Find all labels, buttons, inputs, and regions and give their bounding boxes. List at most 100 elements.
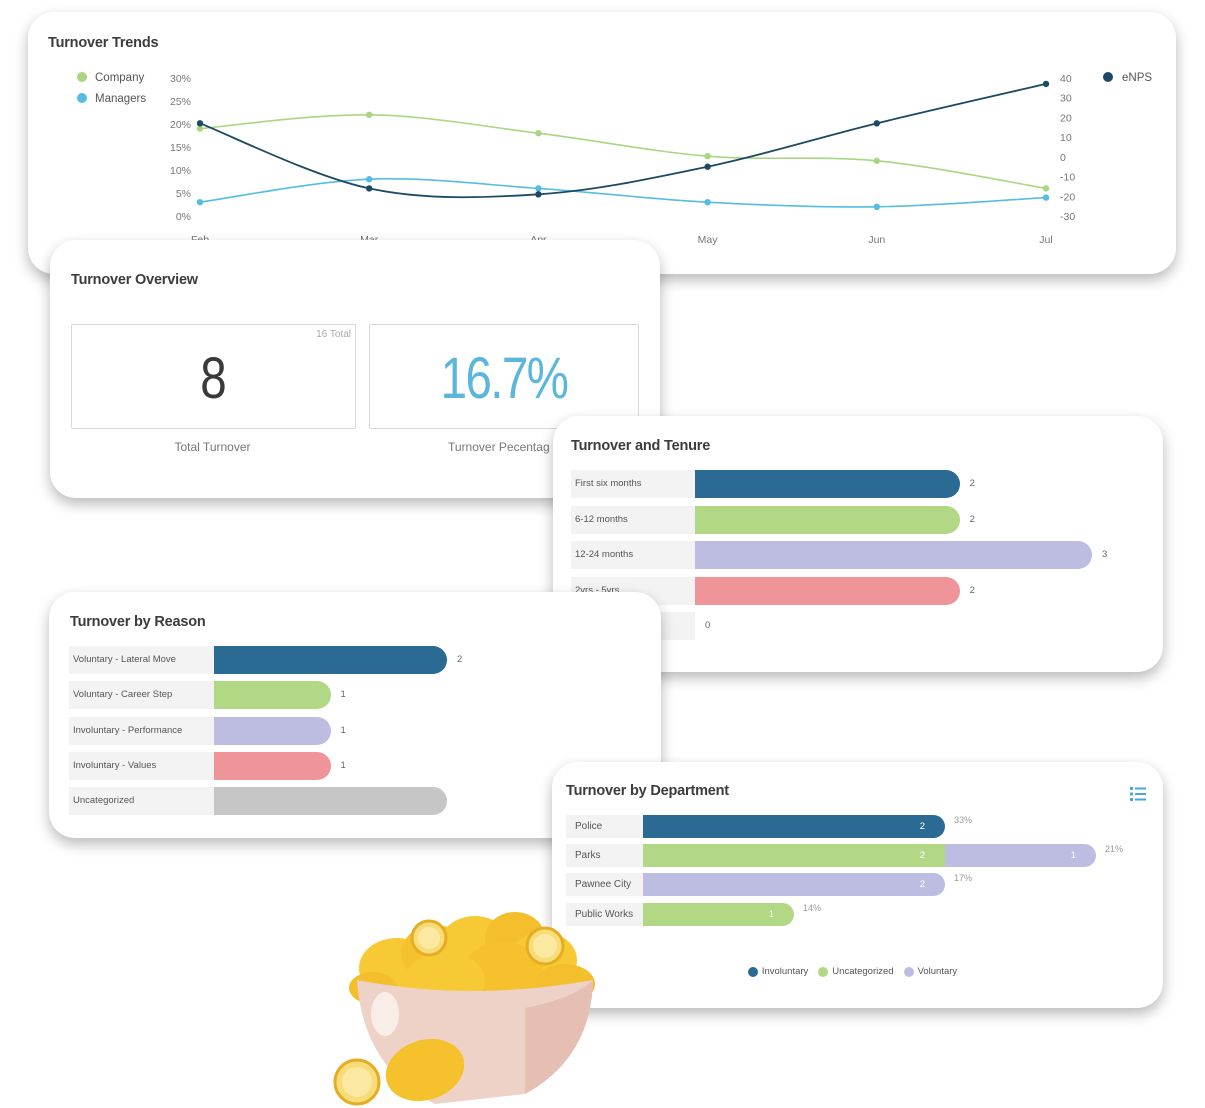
reason-bar[interactable] (214, 751, 331, 780)
tenure-bar-value: 3 (1102, 549, 1108, 560)
tenure-bar[interactable] (695, 541, 1092, 569)
department-segment-value: 2 (919, 850, 925, 862)
department-percent-label: 21% (1105, 844, 1124, 855)
department-row-label: Public Works (566, 902, 643, 926)
department-row-label: Police (566, 815, 643, 838)
y-right-tick-label: 0 (1060, 152, 1066, 164)
reason-row-label: Involuntary - Performance (69, 716, 214, 745)
lemon-bowl-illustration (333, 912, 595, 1106)
legend-enps-swatch (1103, 72, 1113, 82)
turnover-percentage-label: Turnover Pecentag (448, 440, 550, 454)
y-left-tick-label: 15% (170, 142, 191, 154)
y-right-tick-label: 30 (1060, 93, 1072, 105)
legend-label: Voluntary (917, 966, 958, 977)
data-point-company[interactable] (535, 130, 542, 137)
department-bar-segment-voluntary[interactable]: 1 (945, 844, 1096, 868)
reason-bar-value: 1 (340, 689, 346, 701)
data-point-enps[interactable] (196, 120, 204, 127)
data-point-enps[interactable] (535, 191, 542, 198)
legend-item-voluntary[interactable]: Voluntary (903, 966, 958, 977)
turnover-department-card: Turnover by Department Police 2 33% Parks 2 1… (552, 762, 1163, 1008)
y-left-tick-label: 10% (170, 165, 191, 177)
y-left-tick-label: 20% (170, 119, 191, 131)
list-icon[interactable] (1128, 784, 1148, 804)
turnover-trends-chart: Company Managers eNPS 30% 25% 20% 15% 10% 5% 0… (77, 72, 1152, 246)
total-turnover-value: 8 (200, 346, 227, 411)
legend-label: Uncategorized (832, 966, 894, 977)
department-bar-segment-uncategorized[interactable]: 1 (643, 902, 794, 926)
data-point-managers[interactable] (704, 199, 711, 206)
department-percent-label: 33% (954, 815, 973, 825)
tenure-bar[interactable] (695, 576, 960, 605)
total-count-note: 16 Total (316, 329, 351, 340)
data-point-managers[interactable] (196, 199, 204, 206)
data-point-managers[interactable] (1042, 194, 1050, 201)
y-left-tick-label: 5% (176, 188, 191, 200)
y-right-tick-label: -30 (1060, 211, 1075, 223)
legend-company-label[interactable]: Company (95, 72, 144, 84)
legend-item-involuntary[interactable]: Involuntary (747, 966, 809, 977)
tenure-bar-value: 0 (705, 620, 711, 631)
reason-bar[interactable] (214, 681, 331, 710)
tenure-row-label: First six months (571, 470, 695, 498)
legend-swatch (747, 966, 758, 977)
bowl-highlight (371, 992, 399, 1036)
data-point-company[interactable] (196, 125, 204, 132)
y-right-tick-label: -20 (1060, 191, 1075, 203)
x-tick-label: Jun (868, 234, 885, 246)
bowl-shadow (525, 980, 593, 1094)
data-point-company[interactable] (704, 153, 711, 160)
department-bar-segment-uncategorized[interactable]: 2 (643, 844, 945, 868)
department-percent-label: 17% (954, 873, 973, 884)
x-tick-label: May (698, 234, 719, 246)
data-point-managers[interactable] (366, 176, 373, 183)
y-left-tick-label: 25% (170, 96, 191, 108)
series-line-managers (199, 177, 1047, 208)
department-bar[interactable]: 2 (643, 873, 945, 897)
reason-row-label: Involuntary - Values (69, 751, 214, 780)
x-tick-label: Jul (1039, 234, 1052, 246)
data-point-company[interactable] (1042, 185, 1050, 192)
department-bar-segment-voluntary[interactable]: 2 (643, 873, 945, 897)
total-turnover-label: Total Turnover (174, 440, 251, 454)
loose-lemons (333, 1038, 465, 1106)
department-bar-segment-involuntary[interactable]: 2 (643, 815, 945, 838)
data-point-enps[interactable] (1042, 80, 1050, 88)
turnover-department-title: Turnover by Department (566, 783, 729, 799)
department-segment-value: 2 (919, 821, 925, 832)
turnover-percentage-box: 16.7% (369, 324, 639, 429)
reason-bar[interactable] (214, 787, 447, 816)
turnover-percentage-value: 16.7% (440, 346, 569, 411)
reason-row-label: Uncategorized (69, 787, 214, 816)
data-point-company[interactable] (873, 157, 880, 164)
y-right-tick-label: -10 (1060, 172, 1075, 184)
turnover-trends-card: Turnover Trends Company Managers eNPS 30… (28, 12, 1176, 274)
legend-item-uncategorized[interactable]: Uncategorized (818, 966, 894, 977)
data-point-enps[interactable] (704, 163, 711, 170)
tenure-bar[interactable] (695, 505, 960, 534)
legend-managers-label[interactable]: Managers (95, 93, 146, 105)
tenure-row-label: 6-12 months (571, 505, 695, 534)
reason-bar[interactable] (214, 716, 331, 745)
data-point-managers[interactable] (873, 203, 880, 210)
reason-bar[interactable] (214, 646, 447, 674)
department-bar[interactable]: 2 (643, 815, 945, 838)
department-segment-value: 1 (768, 908, 774, 920)
data-point-enps[interactable] (873, 120, 880, 127)
department-bar[interactable]: 1 (643, 902, 794, 926)
tenure-bar-value: 2 (969, 584, 975, 596)
tenure-bar[interactable] (695, 470, 960, 498)
data-point-enps[interactable] (366, 185, 373, 192)
series-line-enps (199, 83, 1047, 199)
turnover-reason-title: Turnover by Reason (70, 614, 206, 630)
data-point-managers[interactable] (535, 185, 542, 192)
y-left-tick-label: 0% (176, 211, 191, 223)
legend-managers-swatch (77, 93, 87, 103)
legend-enps-label[interactable]: eNPS (1122, 72, 1152, 84)
data-point-company[interactable] (366, 111, 373, 119)
department-row-label: Parks (566, 844, 643, 868)
legend-label: Involuntary (761, 966, 809, 977)
reason-bar-value: 1 (340, 724, 346, 736)
department-segment-value: 1 (1070, 850, 1076, 862)
